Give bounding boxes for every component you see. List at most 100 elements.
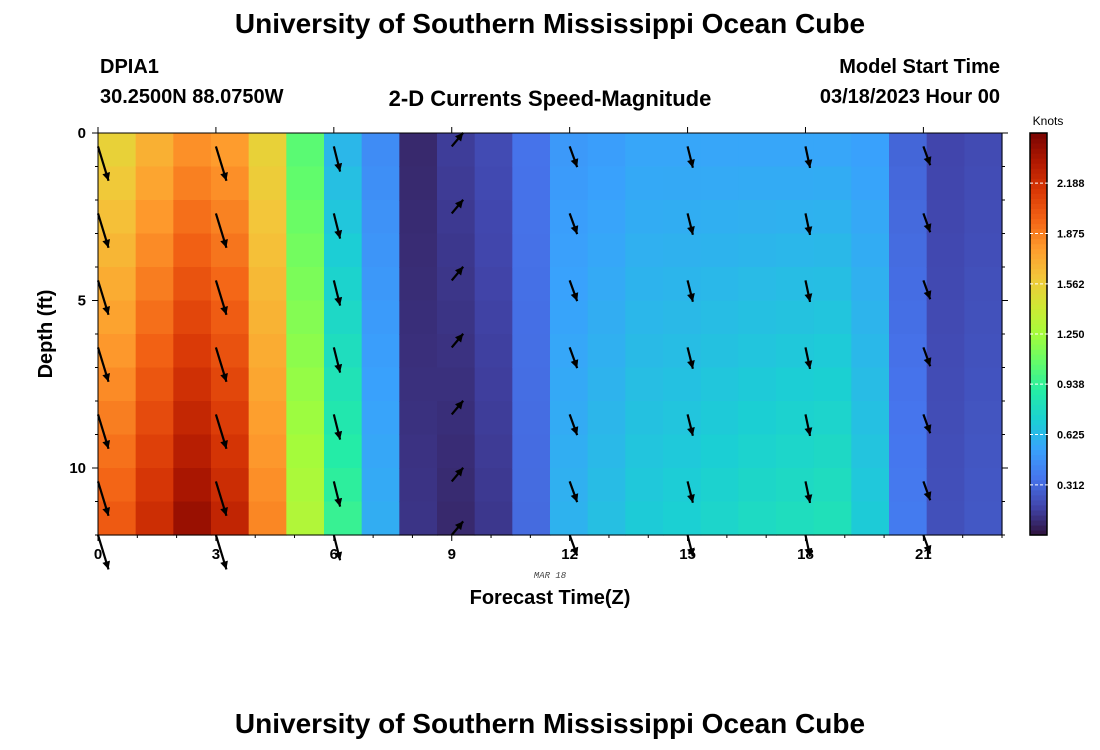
heatmap-cell	[587, 267, 626, 302]
plot-title: 2-D Currents Speed-Magnitude	[388, 86, 712, 111]
heatmap-cell	[813, 367, 852, 402]
heatmap-cell	[625, 468, 664, 503]
heatmap-cell	[550, 501, 589, 536]
x-axis-label: Forecast Time(Z)	[470, 587, 631, 609]
arrow-head	[220, 560, 228, 570]
heatmap-cell	[512, 434, 551, 469]
heatmap-cell	[324, 200, 363, 235]
heatmap-cell	[286, 434, 325, 469]
colorbar-swatch	[1030, 334, 1047, 340]
colorbar-swatch	[1030, 449, 1047, 456]
heatmap-cell	[625, 334, 664, 369]
arrow-head	[570, 292, 579, 302]
heatmap-cell	[889, 133, 928, 168]
heatmap-cell	[361, 267, 400, 302]
current-vector-arrow	[568, 414, 579, 436]
current-vector-arrow	[96, 534, 110, 570]
heatmap-cell	[135, 300, 174, 335]
colorbar-swatch	[1030, 404, 1047, 410]
heatmap-cell	[286, 267, 325, 302]
heatmap-cell	[248, 166, 287, 201]
heatmap-cells	[98, 133, 1003, 536]
current-vector-arrow	[568, 534, 579, 557]
arrow-head	[220, 172, 228, 181]
colorbar-swatch	[1030, 318, 1047, 325]
colorbar-swatch	[1030, 178, 1047, 184]
heatmap-cell	[813, 468, 852, 503]
arrow-head	[455, 132, 464, 142]
heatmap-cell	[700, 434, 739, 469]
heatmap-cell	[587, 468, 626, 503]
heatmap-cell	[738, 334, 777, 369]
heatmap-cell	[286, 367, 325, 402]
heatmap-cell	[738, 468, 777, 503]
y-tick-label: 5	[78, 293, 86, 310]
heatmap-cell	[437, 434, 476, 469]
colorbar-swatch	[1030, 384, 1047, 390]
heatmap-cell	[625, 367, 664, 402]
heatmap-cell	[512, 334, 551, 369]
heatmap-cell	[399, 334, 438, 369]
current-vector-arrow	[804, 146, 813, 169]
colorbar-swatch	[1030, 489, 1047, 496]
heatmap-cell	[663, 401, 702, 436]
heatmap-cell	[474, 300, 513, 335]
heatmap-cell	[98, 468, 137, 503]
heatmap-cell	[776, 501, 815, 536]
heatmap-cell	[98, 367, 137, 402]
heatmap-cell	[98, 267, 137, 302]
axes: 0 3 6 9 12 15 18 21 0 5 10	[69, 125, 1008, 563]
arrow-head	[804, 360, 813, 369]
heatmap-cell	[437, 334, 476, 369]
arrow-head	[923, 491, 932, 501]
heatmap-cell	[211, 367, 250, 402]
heatmap-cell	[173, 267, 212, 302]
arrow-head	[923, 357, 932, 367]
colorbar-swatch	[1030, 133, 1047, 139]
heatmap-cell	[738, 166, 777, 201]
heatmap-cell	[926, 401, 965, 436]
heatmap-cell	[964, 200, 1003, 235]
current-vector-arrow	[686, 146, 695, 169]
current-vector-arrow	[214, 481, 228, 517]
colorbar-swatch	[1030, 459, 1047, 466]
colorbar-swatch	[1030, 464, 1047, 471]
heatmap-cell	[700, 334, 739, 369]
current-vector-arrow	[804, 213, 813, 236]
arrow-head	[455, 266, 464, 276]
x-tick-label: 9	[448, 546, 456, 563]
current-vector-arrow	[332, 534, 343, 561]
colorbar-swatch	[1030, 168, 1047, 174]
heatmap-cell	[625, 501, 664, 536]
heatmap-cell	[399, 133, 438, 168]
colorbar-swatch	[1030, 454, 1047, 461]
heatmap-cell	[98, 501, 137, 536]
heatmap-cell	[587, 501, 626, 536]
arrow-head	[570, 359, 579, 369]
heatmap-cell	[663, 300, 702, 335]
current-vector-arrow	[332, 481, 343, 507]
heatmap-cell	[964, 267, 1003, 302]
heatmap-cell	[550, 200, 589, 235]
heatmap-cell	[776, 166, 815, 201]
heatmap-cell	[173, 367, 212, 402]
heatmap-cell	[474, 200, 513, 235]
colorbar-swatch	[1030, 349, 1047, 355]
colorbar-swatch	[1030, 389, 1047, 395]
arrow-head	[455, 521, 464, 531]
colorbar-swatch	[1030, 529, 1047, 536]
current-vector-arrow	[332, 414, 343, 440]
heatmap-cell	[324, 468, 363, 503]
current-vector-arrow	[96, 280, 110, 316]
heatmap-cell	[135, 434, 174, 469]
heatmap-cell	[889, 300, 928, 335]
heatmap-cell	[399, 166, 438, 201]
colorbar-swatch	[1030, 494, 1047, 501]
colorbar-swatch	[1030, 158, 1047, 164]
current-vectors	[96, 132, 932, 570]
x-tick-label: 15	[679, 546, 696, 563]
heatmap-cell	[889, 267, 928, 302]
heatmap-cell	[776, 300, 815, 335]
heatmap-cell	[361, 300, 400, 335]
current-vector-arrow	[450, 467, 465, 483]
